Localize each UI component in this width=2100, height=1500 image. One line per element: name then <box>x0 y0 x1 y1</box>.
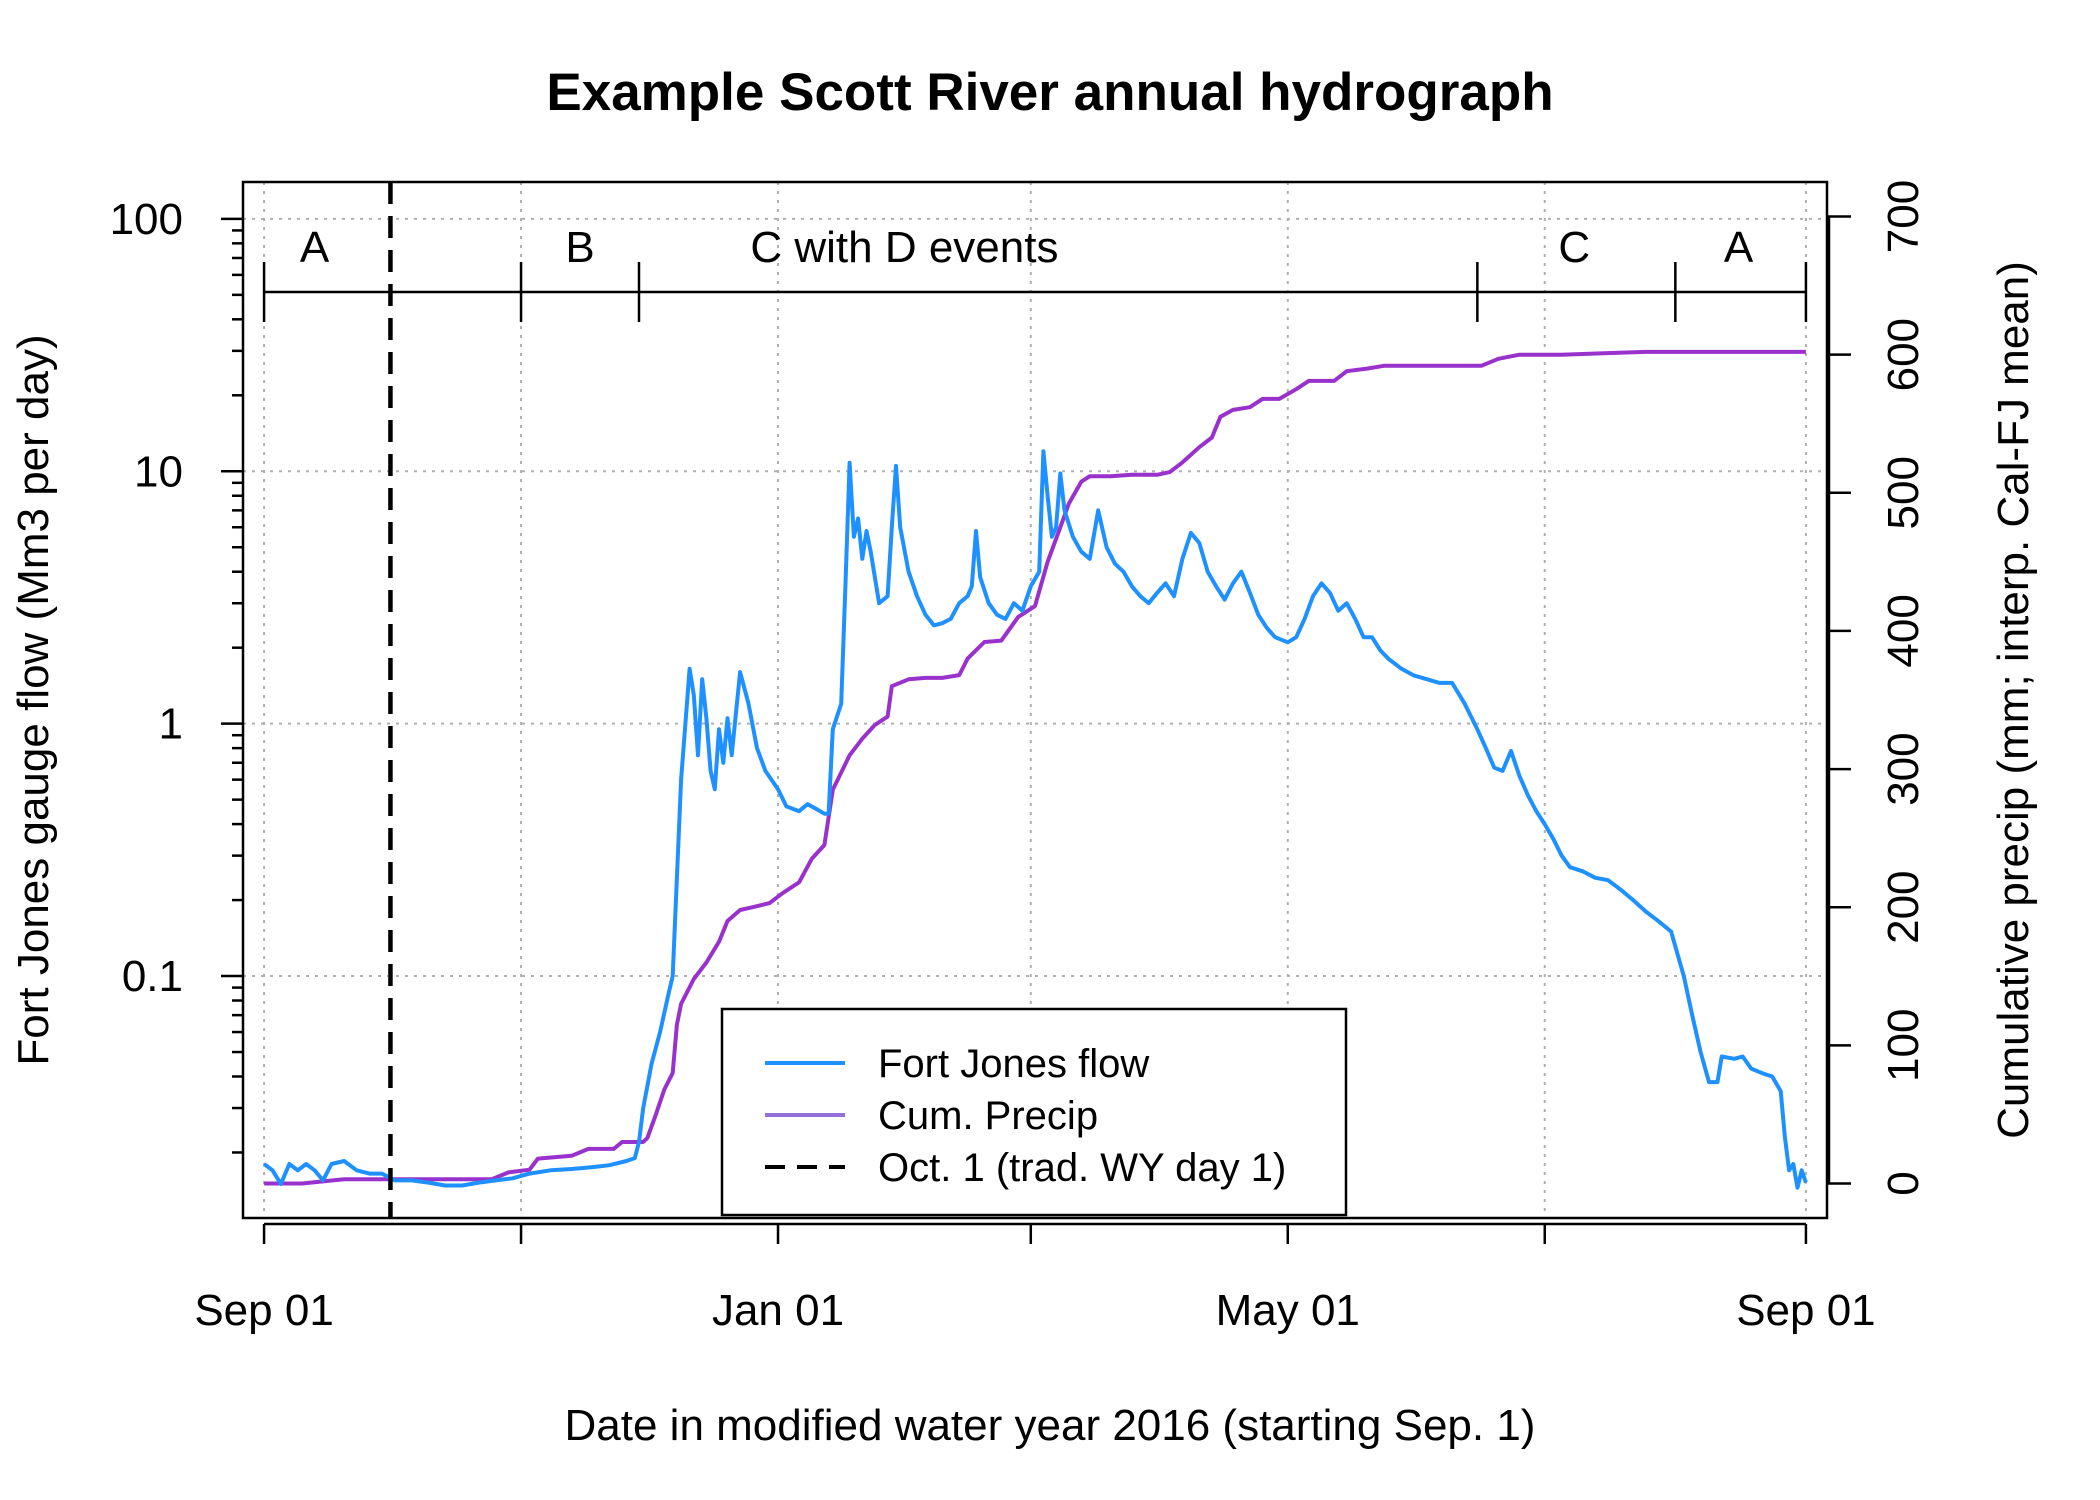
legend-oct1-label: Oct. 1 (trad. WY day 1) <box>878 1146 1286 1190</box>
y2-tick-label: 100 <box>1879 1009 1928 1082</box>
y-tick-label: 0.1 <box>122 952 183 1001</box>
segment-label: B <box>565 223 594 272</box>
legend-flow-label: Fort Jones flow <box>878 1042 1149 1086</box>
x-tick-label: Sep 01 <box>194 1286 333 1335</box>
series-lines <box>262 182 1808 1218</box>
segment-label: C <box>1558 223 1590 272</box>
series-line-cum-precip <box>264 349 1806 1186</box>
chart-title: Example Scott River annual hydrograph <box>546 63 1553 122</box>
x-tick-label: May 01 <box>1216 1286 1360 1335</box>
y-axis-label: Fort Jones gauge flow (Mm3 per day) <box>9 334 58 1065</box>
legend-box <box>720 1007 1348 1217</box>
y2-tick-label: 600 <box>1879 318 1928 391</box>
segment-label: C with D events <box>750 223 1058 272</box>
y2-tick-label: 500 <box>1879 456 1928 529</box>
y2-tick-label: 200 <box>1879 870 1928 943</box>
y-tick-label: 10 <box>134 447 183 496</box>
plot-frame <box>241 180 1829 1220</box>
x-axis-label: Date in modified water year 2016 (starti… <box>565 1401 1536 1450</box>
x-tick-label: Sep 01 <box>1736 1286 1875 1335</box>
legend-precip-label: Cum. Precip <box>878 1094 1098 1138</box>
segment-label: A <box>1724 223 1754 272</box>
y-tick-label: 100 <box>110 195 183 244</box>
y2-axis-label: Cumulative precip (mm; interp. Cal-FJ me… <box>1989 261 2038 1139</box>
legend: Fort Jones flow Cum. Precip Oct. 1 (trad… <box>720 1007 1348 1217</box>
segment-bar: A B C with D events C A <box>262 223 1808 322</box>
y2-tick-label: 700 <box>1879 180 1928 253</box>
segment-label: A <box>300 223 330 272</box>
series-line-fort-jones-flow <box>262 449 1808 1190</box>
y2-tick-label: 400 <box>1879 594 1928 667</box>
y2-tick-label: 0 <box>1879 1171 1928 1195</box>
y-tick-label: 1 <box>159 700 183 749</box>
axes: Sep 01 Jan 01 May 01 Sep 01 0.1 1 10 100 0 100 200… <box>110 180 1928 1335</box>
y2-tick-label: 300 <box>1879 732 1928 805</box>
x-tick-label: Jan 01 <box>712 1286 844 1335</box>
